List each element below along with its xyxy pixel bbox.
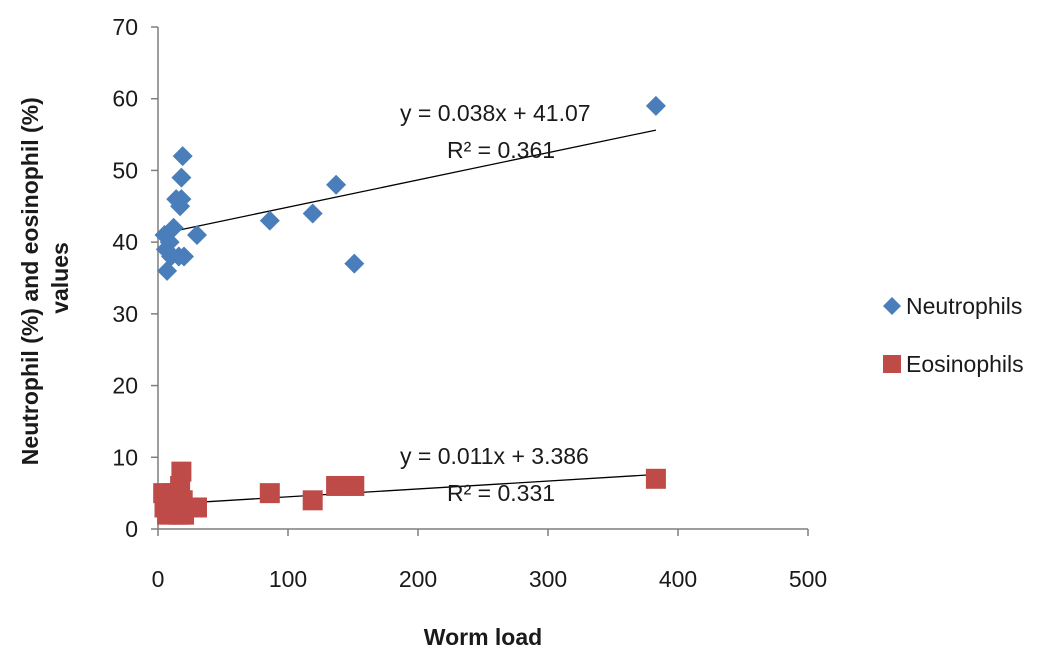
legend: Neutrophils Eosinophils: [883, 293, 1024, 377]
neutrophils-point: [157, 260, 178, 281]
y-tick-label: 30: [112, 301, 138, 327]
y-tick-label: 50: [112, 157, 138, 183]
neutrophils-point: [187, 224, 207, 245]
legend-neutrophils-label: Neutrophils: [906, 293, 1022, 319]
neutrophils-point: [159, 232, 180, 253]
eosinophils-equation: y = 0.011x + 3.386: [400, 443, 589, 469]
y-tick-label: 60: [112, 86, 138, 112]
trendline-annotations: y = 0.038x + 41.07 R² = 0.361 y = 0.011x…: [400, 100, 591, 506]
y-axis-title-line-1: Neutrophil (%) and eosinophil (%): [17, 97, 43, 465]
x-tick-label: 100: [269, 566, 307, 592]
neutrophils-point: [302, 203, 323, 224]
x-tick-label: 200: [399, 566, 437, 592]
neutrophils-point: [344, 253, 365, 274]
neutrophils-point: [645, 95, 666, 116]
y-tick-label: 10: [112, 444, 138, 470]
neutrophils-equation: y = 0.038x + 41.07: [400, 100, 591, 126]
axes: 0 10 20 30 40 50 60 70 0 100 200 300 400 500: [112, 14, 827, 592]
y-axis-title: Neutrophil (%) and eosinophil (%) values: [17, 91, 73, 465]
eosinophils-point: [344, 475, 365, 496]
legend-eosinophils-marker: [883, 355, 901, 373]
neutrophils-point: [259, 210, 280, 231]
x-axis-title: Worm load: [424, 624, 542, 650]
data-points: [153, 95, 666, 525]
neutrophils-point: [171, 167, 192, 188]
y-tick-label: 20: [112, 373, 138, 399]
x-tick-label: 500: [789, 566, 827, 592]
x-tick-label: 0: [152, 566, 165, 592]
neutrophils-r2: R² = 0.361: [447, 137, 555, 163]
eosinophils-point: [259, 483, 280, 504]
trendline-neutrophils: [164, 129, 657, 234]
neutrophils-point: [172, 146, 193, 167]
trendlines: [164, 129, 657, 505]
y-tick-label: 0: [125, 516, 138, 542]
legend-neutrophils-marker: [883, 297, 901, 315]
x-tick-label: 300: [529, 566, 567, 592]
y-axis-title-line-2: values: [47, 242, 73, 314]
y-tick-label: 70: [112, 14, 138, 40]
trendline-eosinophils: [164, 473, 656, 505]
eosinophils-point: [645, 468, 666, 489]
neutrophils-point: [326, 174, 347, 195]
x-tick-label: 400: [659, 566, 697, 592]
eosinophils-r2: R² = 0.331: [447, 480, 555, 506]
eosinophils-point: [326, 475, 347, 496]
legend-eosinophils-label: Eosinophils: [906, 351, 1024, 377]
eosinophils-point: [302, 490, 323, 511]
neutrophils-point: [174, 246, 194, 267]
neutrophils-point: [171, 189, 192, 210]
neutrophils-point: [163, 217, 184, 238]
eosinophils-point: [187, 497, 207, 518]
y-tick-label: 40: [112, 229, 138, 255]
eosinophils-point: [171, 461, 192, 482]
